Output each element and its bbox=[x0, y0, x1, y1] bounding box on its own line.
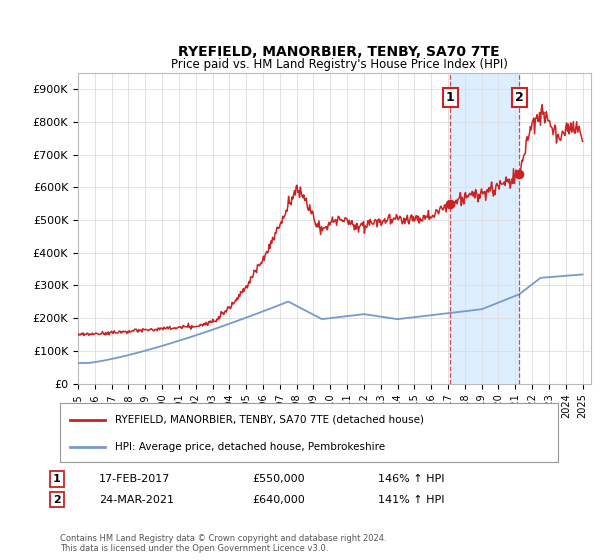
Bar bbox=[450, 73, 519, 384]
Text: 2: 2 bbox=[515, 91, 524, 104]
Text: Contains HM Land Registry data © Crown copyright and database right 2024.
This d: Contains HM Land Registry data © Crown c… bbox=[60, 534, 386, 553]
Text: 141% ↑ HPI: 141% ↑ HPI bbox=[378, 494, 445, 505]
Text: Price paid vs. HM Land Registry's House Price Index (HPI): Price paid vs. HM Land Registry's House … bbox=[170, 58, 508, 71]
Text: RYEFIELD, MANORBIER, TENBY, SA70 7TE (detached house): RYEFIELD, MANORBIER, TENBY, SA70 7TE (de… bbox=[115, 414, 424, 424]
Text: HPI: Average price, detached house, Pembrokeshire: HPI: Average price, detached house, Pemb… bbox=[115, 442, 385, 452]
Text: RYEFIELD, MANORBIER, TENBY, SA70 7TE: RYEFIELD, MANORBIER, TENBY, SA70 7TE bbox=[178, 45, 500, 59]
Text: 146% ↑ HPI: 146% ↑ HPI bbox=[378, 474, 445, 484]
Text: 2: 2 bbox=[53, 494, 61, 505]
Text: 1: 1 bbox=[53, 474, 61, 484]
Text: £550,000: £550,000 bbox=[252, 474, 305, 484]
Text: 17-FEB-2017: 17-FEB-2017 bbox=[99, 474, 170, 484]
Text: 24-MAR-2021: 24-MAR-2021 bbox=[99, 494, 174, 505]
Text: 1: 1 bbox=[446, 91, 454, 104]
Text: £640,000: £640,000 bbox=[252, 494, 305, 505]
